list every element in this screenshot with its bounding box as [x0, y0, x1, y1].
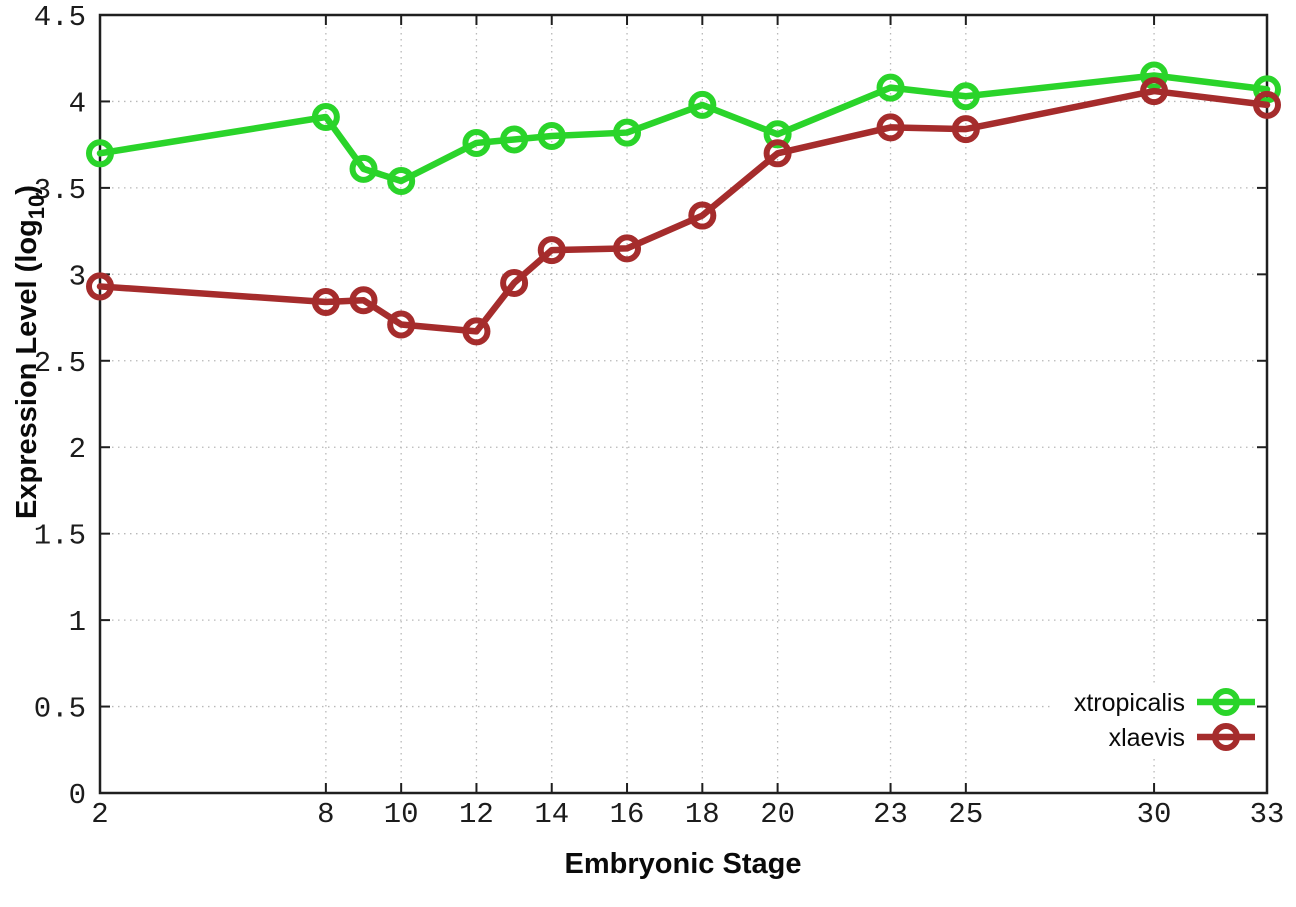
- data-point-xlaevis: [1253, 90, 1281, 119]
- data-point-xlaevis: [951, 115, 980, 144]
- y-tick-label: 3: [69, 260, 86, 293]
- series-layer: [86, 61, 1281, 346]
- data-point-xtropicalis: [387, 166, 416, 195]
- x-tick-label: 20: [760, 798, 795, 831]
- y-tick-label: 0: [69, 779, 86, 812]
- y-tick-label: 2: [69, 433, 86, 466]
- x-tick-label: 16: [610, 798, 645, 831]
- x-tick-label: 18: [685, 798, 720, 831]
- y-axis-title-text: Expression Level (log10): [11, 185, 49, 519]
- data-point-xlaevis: [537, 236, 566, 265]
- legend-label-xlaevis: xlaevis: [1109, 724, 1185, 752]
- series-line-xtropicalis: [96, 72, 1271, 185]
- x-tick-label: 10: [384, 798, 419, 831]
- y-tick-label: 2.5: [34, 347, 86, 380]
- data-point-xlaevis: [387, 310, 416, 339]
- y-tick-label: 1: [69, 606, 86, 639]
- data-point-xtropicalis: [1253, 75, 1281, 104]
- data-point-xtropicalis: [311, 103, 340, 132]
- x-tick-label: 14: [534, 798, 569, 831]
- x-tick-label: 25: [948, 798, 983, 831]
- data-point-xtropicalis: [613, 118, 642, 147]
- data-point-xlaevis: [462, 317, 491, 346]
- y-tick-label: 4.5: [34, 1, 86, 34]
- plot-border: [98, 13, 1269, 795]
- data-point-xtropicalis: [1140, 61, 1169, 90]
- x-tick-label: 23: [873, 798, 908, 831]
- data-point-xtropicalis: [876, 73, 905, 102]
- y-tick-label: 0.5: [34, 693, 86, 726]
- data-point-xtropicalis: [500, 125, 529, 154]
- legend-label-xtropicalis: xtropicalis: [1074, 689, 1185, 717]
- x-tick-label: 8: [317, 798, 334, 831]
- data-point-xtropicalis: [349, 154, 378, 183]
- legend-marker: [1212, 688, 1240, 716]
- x-tick-label: 12: [459, 798, 494, 831]
- x-tick-label: 2: [91, 798, 108, 831]
- data-point-xlaevis: [763, 139, 792, 168]
- data-point-xlaevis: [688, 201, 717, 230]
- data-point-xlaevis: [86, 272, 114, 301]
- data-point-xtropicalis: [86, 139, 114, 168]
- data-point-xtropicalis: [537, 122, 566, 151]
- data-point-xtropicalis: [688, 90, 717, 119]
- legend-marker: [1212, 723, 1240, 751]
- data-point-xlaevis: [349, 286, 378, 315]
- data-point-xlaevis: [1140, 77, 1169, 106]
- y-tick-label: 1.5: [34, 520, 86, 553]
- data-point-xlaevis: [500, 268, 529, 297]
- y-axis-title: Expression Level (log10): [11, 185, 49, 519]
- data-point-xlaevis: [613, 234, 642, 263]
- x-axis-title: Embryonic Stage: [565, 848, 802, 880]
- legend-layer: xtropicalis xlaevis: [1074, 688, 1255, 752]
- data-point-xlaevis: [311, 287, 340, 316]
- y-tick-label: 3.5: [34, 174, 86, 207]
- axes-layer: 2 8 10 12 14 16 18 20 23 25 30 33 0 0.5 1 1.5 2 2.5 3 3.5 4 4…: [34, 1, 1285, 831]
- x-tick-label: 30: [1137, 798, 1172, 831]
- data-point-xtropicalis: [951, 82, 980, 111]
- grid-layer: [100, 15, 1267, 793]
- x-tick-label: 33: [1250, 798, 1285, 831]
- y-tick-label: 4: [69, 87, 86, 120]
- data-point-xtropicalis: [462, 128, 491, 157]
- data-point-xlaevis: [876, 113, 905, 142]
